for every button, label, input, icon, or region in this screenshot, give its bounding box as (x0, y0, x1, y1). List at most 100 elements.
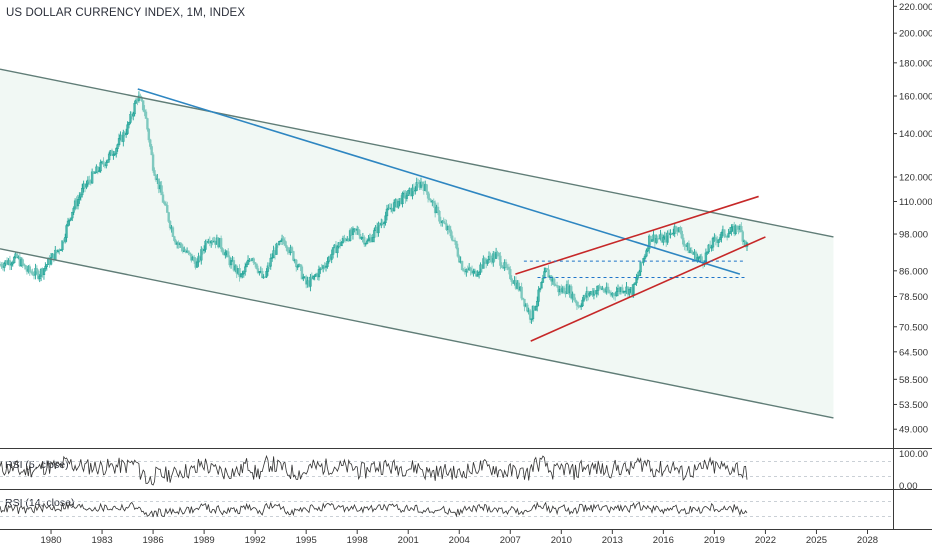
candle-body (499, 255, 502, 266)
candle-body (730, 227, 733, 233)
candle-body (292, 251, 295, 261)
candle-body (415, 182, 418, 191)
candle-body (511, 281, 515, 284)
y-tick-label: 64.500 (899, 347, 928, 358)
candle-body (466, 269, 469, 271)
x-tick-label: 1995 (296, 535, 317, 546)
candle-body (208, 241, 211, 244)
candle-body (649, 235, 652, 242)
candle-body (49, 257, 53, 265)
candle-body (102, 161, 105, 165)
candle-body (24, 265, 27, 270)
candle-body (720, 232, 723, 239)
candle-body (350, 230, 353, 235)
candle-body (214, 240, 217, 245)
candle-body (219, 238, 223, 249)
candle-body (734, 225, 737, 234)
candle-body (633, 282, 637, 285)
candle-body (130, 114, 134, 117)
candle-body (382, 222, 386, 224)
candle-body (173, 236, 176, 241)
candle-body (42, 268, 46, 275)
candle-body (409, 188, 413, 197)
candle-body (283, 240, 287, 246)
candle-body (146, 118, 149, 130)
candle-body (35, 268, 39, 272)
candle-body (595, 290, 598, 295)
candle-body (377, 223, 380, 234)
candle-body (117, 138, 121, 146)
candle-body (588, 293, 591, 296)
candle-body (612, 293, 615, 296)
candle-body (300, 266, 304, 280)
candle-body (316, 273, 319, 278)
candle-body (582, 295, 586, 301)
candle-body (238, 268, 241, 277)
candle-body (338, 242, 342, 247)
candle-body (55, 249, 58, 252)
candle-body (174, 240, 177, 245)
candle-body (458, 255, 461, 263)
channel-fill-layer (0, 69, 834, 418)
candle-body (628, 288, 631, 295)
candle-body (414, 190, 417, 192)
candle-body (609, 292, 613, 296)
candle-body (570, 286, 573, 299)
candle-body (530, 318, 533, 320)
candle-body (455, 241, 458, 249)
candle-body (412, 187, 416, 192)
candle-body (405, 195, 409, 199)
candle-body (143, 109, 146, 113)
candle-body (149, 139, 152, 147)
candle-body (81, 188, 84, 196)
candle-body (188, 252, 192, 255)
candle-body (480, 264, 484, 269)
y-tick-label: 49.000 (899, 425, 928, 436)
candle-body (246, 259, 250, 265)
candle-body (483, 258, 486, 262)
candle-body (309, 276, 312, 287)
candle-body (98, 170, 101, 172)
candle-body (244, 266, 247, 273)
y-tick-label: 78.500 (899, 292, 928, 303)
y-tick-label: 58.500 (899, 375, 928, 386)
candle-body (623, 290, 627, 293)
candle-body (45, 264, 48, 267)
candle-body (486, 259, 489, 264)
candle-body (691, 252, 695, 255)
candle-body (275, 243, 278, 255)
candle-body (255, 263, 258, 269)
candle-body (496, 252, 499, 254)
candle-body (660, 234, 664, 243)
candle-body (670, 232, 674, 235)
candle-body (443, 222, 447, 225)
candle-body (591, 291, 594, 296)
candle-body (88, 179, 91, 182)
candle-body (245, 264, 248, 268)
candle-body (202, 249, 206, 252)
candle-body (90, 171, 94, 184)
candle-body (261, 271, 264, 279)
candle-body (232, 260, 236, 271)
x-tick-label: 1998 (347, 535, 368, 546)
candle-body (643, 255, 647, 259)
candle-body (618, 288, 621, 293)
candle-body (171, 227, 175, 237)
candle-body (497, 252, 501, 257)
candle-body (655, 238, 658, 243)
candle-body (198, 256, 202, 261)
candle-body (594, 290, 597, 295)
candle-body (710, 246, 713, 249)
candle-body (211, 240, 214, 243)
candle-body (672, 232, 675, 235)
y-tick-label: 200.000 (899, 29, 932, 40)
candle-body (717, 239, 720, 243)
candle-body (113, 153, 117, 155)
candle-body (358, 233, 362, 239)
rsi5-axis-label: 100.00 (899, 449, 928, 460)
candle-body (667, 232, 671, 236)
candle-body (489, 255, 492, 259)
candle-body (340, 242, 343, 247)
candle-body (25, 268, 29, 272)
